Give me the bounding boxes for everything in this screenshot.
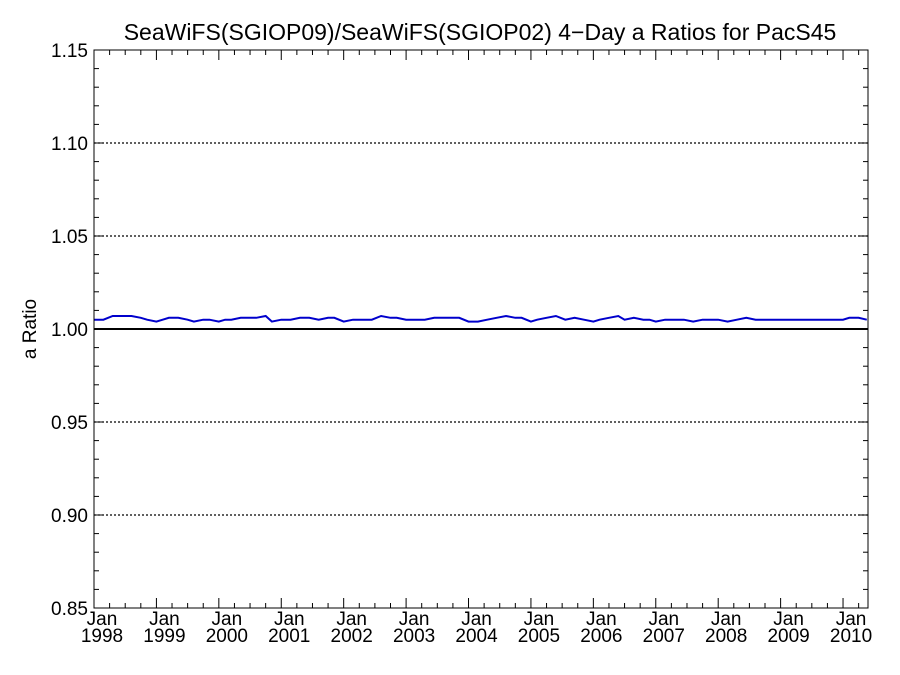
y-axis-ticks: 0.85 0.90 0.95 1.00 1.05 1.10 1.15 [51,41,868,620]
x-tick-year-label: 2000 [206,626,248,647]
x-tick-year-label: 2005 [518,626,560,647]
x-tick-year-label: 1998 [81,626,123,647]
y-tick-label: 0.95 [51,413,88,434]
x-tick-year-label: 1999 [143,626,185,647]
y-tick-label: 1.00 [51,320,88,341]
x-tick-month-label: Jan [274,609,305,630]
x-tick-month-label: Jan [149,609,180,630]
y-axis-label: a Ratio [20,299,41,359]
x-tick-year-label: 2010 [830,626,872,647]
grid-lines [94,142,868,516]
x-axis-ticks: Jan1998Jan1999Jan2000Jan2001Jan2002Jan20… [81,50,872,647]
x-tick-month-label: Jan [836,609,867,630]
y-tick-label: 1.15 [51,41,88,62]
x-tick-year-label: 2006 [580,626,622,647]
x-tick-month-label: Jan [773,609,804,630]
x-tick-year-label: 2009 [767,626,809,647]
y-tick-label: 0.90 [51,506,88,527]
x-tick-month-label: Jan [212,609,243,630]
x-tick-month-label: Jan [586,609,617,630]
x-tick-month-label: Jan [461,609,492,630]
x-tick-month-label: Jan [711,609,742,630]
y-tick-label: 1.05 [51,227,88,248]
x-tick-month-label: Jan [336,609,367,630]
y-tick-label: 0.85 [51,599,88,620]
x-tick-month-label: Jan [648,609,679,630]
x-tick-month-label: Jan [399,609,430,630]
x-tick-month-label: Jan [524,609,555,630]
x-tick-month-label: Jan [87,609,118,630]
x-tick-year-label: 2007 [643,626,685,647]
x-tick-year-label: 2003 [393,626,435,647]
x-tick-year-label: 2004 [455,626,498,647]
plot-frame [93,49,869,609]
chart-title: SeaWiFS(SGIOP09)/SeaWiFS(SGIOP02) 4−Day … [124,19,837,45]
series-group [94,314,868,323]
x-tick-year-label: 2002 [331,626,373,647]
series-line [94,314,868,323]
y-tick-label: 1.10 [51,134,88,155]
x-tick-year-label: 2001 [268,626,310,647]
x-tick-year-label: 2008 [705,626,747,647]
